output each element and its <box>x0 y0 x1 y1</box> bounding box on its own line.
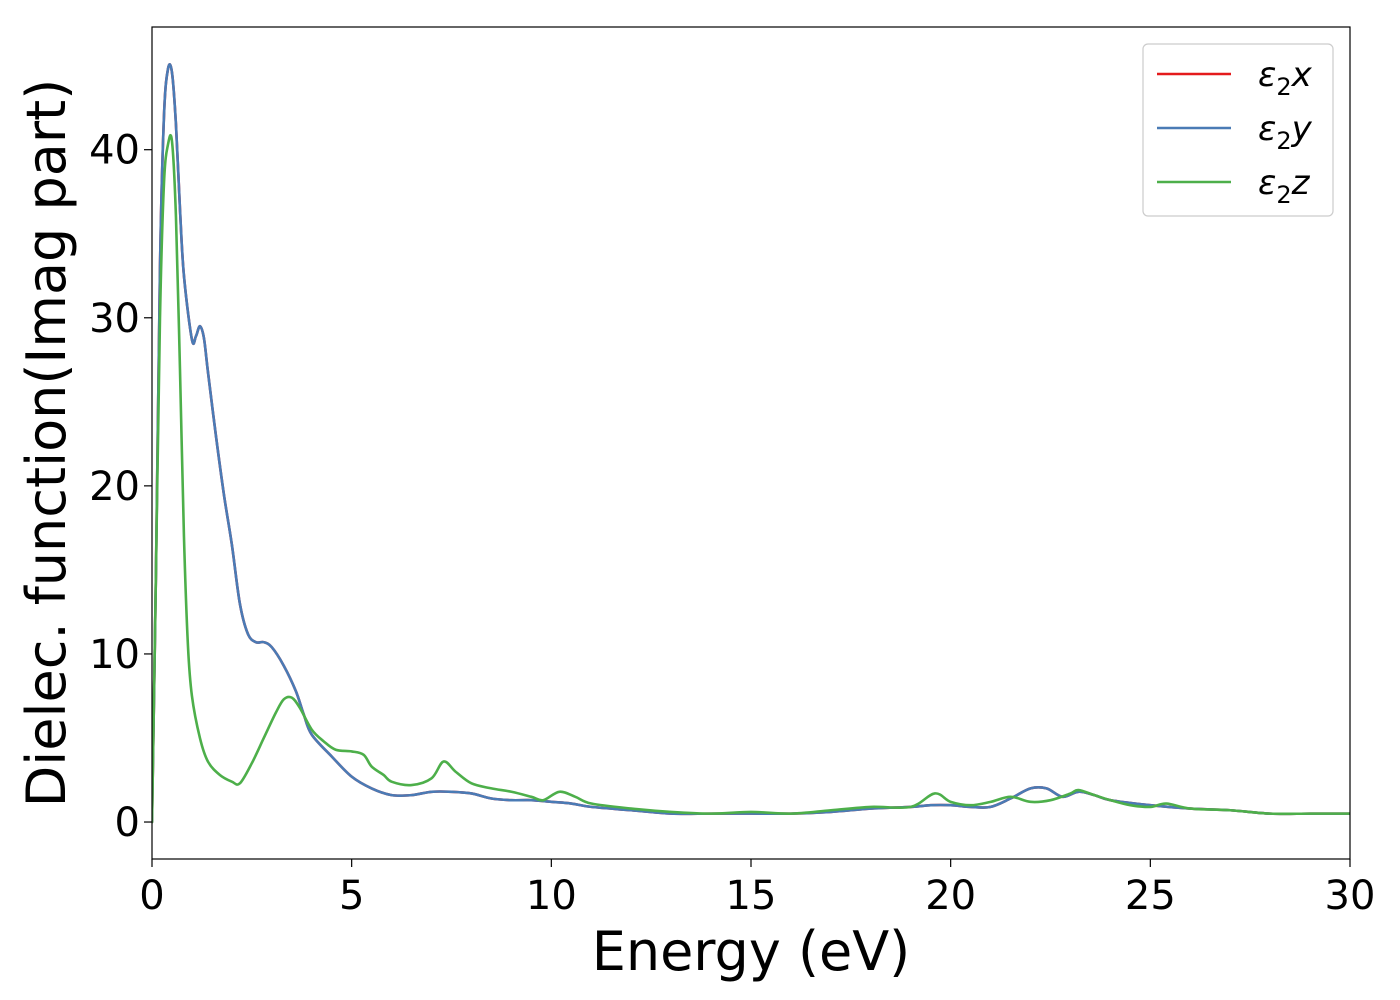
y-tick-label: 0 <box>115 800 140 846</box>
series-line-2 <box>152 63 1350 824</box>
legend: ε2x ε2y ε2z <box>1142 43 1334 217</box>
x-tick-label: 10 <box>526 873 577 919</box>
x-tick-label: 30 <box>1325 873 1376 919</box>
x-tick-label: 15 <box>726 873 777 919</box>
x-axis-label: Energy (eV) <box>592 920 911 983</box>
legend-label-3: ε2z <box>1258 163 1311 209</box>
x-tick-label: 5 <box>339 873 364 919</box>
legend-label-1: ε2x <box>1258 55 1313 101</box>
x-tick-label: 25 <box>1125 873 1176 919</box>
y-tick-label: 20 <box>89 464 140 510</box>
y-axis-label: Dielec. function(Imag part) <box>15 79 78 808</box>
x-tick-label: 20 <box>925 873 976 919</box>
y-tick-label: 40 <box>89 128 140 174</box>
x-tick-label: 0 <box>139 873 164 919</box>
legend-label-2: ε2y <box>1258 109 1313 155</box>
y-tick-label: 10 <box>89 632 140 678</box>
x-axis: 0 5 10 15 20 25 30 <box>139 859 1375 919</box>
y-tick-label: 30 <box>89 296 140 342</box>
legend-box <box>1142 43 1334 217</box>
series-layer <box>152 63 1350 824</box>
y-axis: 0 10 20 30 40 <box>89 128 152 846</box>
series-line-3 <box>152 133 1350 824</box>
